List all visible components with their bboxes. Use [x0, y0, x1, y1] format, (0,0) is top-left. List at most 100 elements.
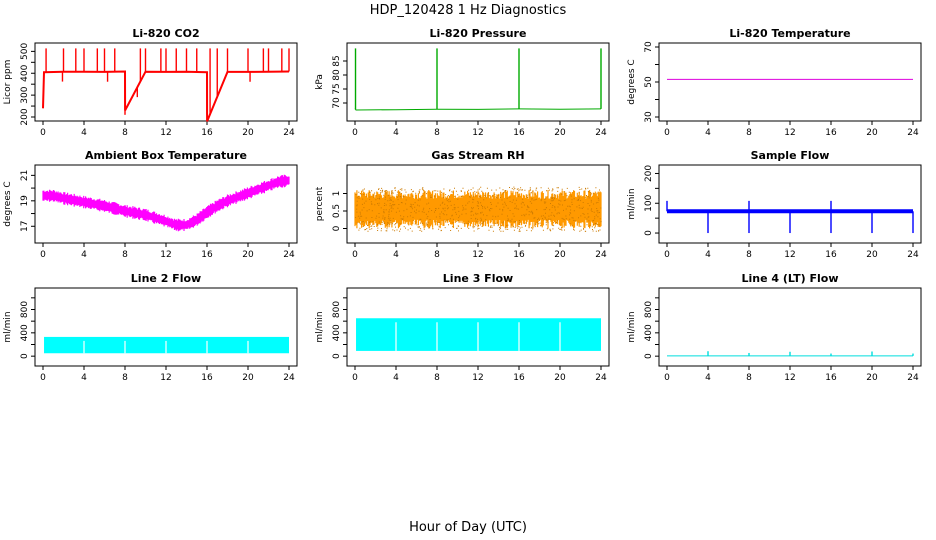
x-tick-label: 0 [352, 128, 358, 138]
panel-6: Sample Flow ml/min 0 4 8 12 16 20 24 0 100 200 [627, 149, 922, 260]
x-tick-label: 20 [866, 128, 878, 138]
y-tick-label: 1 [332, 191, 342, 197]
x-tick-label: 0 [664, 250, 670, 260]
panel-title: Line 4 (LT) Flow [742, 272, 839, 285]
y-tick-label: 70 [644, 41, 654, 53]
x-tick-label: 8 [434, 128, 440, 138]
y-tick-label: 400 [332, 324, 342, 341]
x-tick-label: 24 [907, 128, 919, 138]
x-tick-label: 8 [746, 250, 752, 260]
x-tick-label: 8 [746, 128, 752, 138]
panel-title: Li-820 Temperature [729, 27, 850, 40]
x-tick-label: 4 [705, 128, 711, 138]
panel-4: Ambient Box Temperature degrees C 0 4 8 12 16 2… [3, 149, 298, 260]
x-tick-label: 24 [283, 373, 295, 383]
panel-1: Li-820 CO2 Licor ppm 0 4 8 12 16 20 24 200 300 400 5… [3, 27, 298, 138]
y-tick-label: 0.5 [332, 204, 342, 218]
series-points [355, 186, 602, 232]
y-tick-label: 30 [644, 111, 654, 123]
x-tick-label: 0 [40, 250, 46, 260]
y-tick-label: 300 [20, 86, 30, 103]
x-tick-label: 16 [513, 250, 525, 260]
x-tick-label: 4 [81, 128, 87, 138]
x-tick-label: 8 [434, 373, 440, 383]
y-tick-label: 400 [20, 64, 30, 81]
y-tick-label: 200 [644, 165, 654, 182]
y-tick-label: 800 [20, 301, 30, 318]
panel-5: Gas Stream RH percent 0 4 8 12 16 20 24 0 0.5 1 [315, 149, 610, 260]
x-tick-label: 0 [352, 250, 358, 260]
y-tick-label: 800 [332, 301, 342, 318]
panel-3: Li-820 Temperature degrees C 0 4 8 12 16 20 24 30… [627, 27, 922, 138]
x-tick-label: 0 [664, 128, 670, 138]
y-axis-label: percent [315, 186, 325, 221]
x-tick-label: 12 [784, 373, 795, 383]
x-tick-label: 20 [866, 250, 878, 260]
x-tick-label: 24 [907, 250, 919, 260]
plot-frame [34, 287, 298, 367]
panel-9: Line 4 (LT) Flow ml/min 0 4 8 12 16 20 24 0 400 800 [627, 272, 922, 383]
x-tick-label: 20 [554, 373, 566, 383]
y-axis-label: kPa [315, 74, 325, 90]
y-tick-label: 17 [20, 221, 30, 232]
x-tick-label: 4 [81, 250, 87, 260]
y-tick-label: 85 [332, 55, 342, 66]
x-tick-label: 4 [81, 373, 87, 383]
x-tick-label: 12 [472, 250, 483, 260]
series-line [42, 70, 290, 122]
y-tick-label: 19 [20, 195, 30, 207]
panel-7: Line 2 Flow ml/min 0 4 8 12 16 20 24 0 400 800 [3, 272, 298, 383]
x-tick-label: 12 [472, 128, 483, 138]
x-tick-label: 20 [554, 250, 566, 260]
y-axis-label: ml/min [315, 311, 325, 342]
x-tick-label: 16 [513, 373, 525, 383]
y-axis-label: ml/min [627, 188, 637, 219]
x-tick-label: 12 [160, 250, 171, 260]
x-tick-label: 24 [595, 373, 607, 383]
series-band [354, 190, 602, 229]
y-tick-label: 75 [332, 83, 342, 94]
panel-title: Sample Flow [751, 149, 830, 162]
x-tick-label: 4 [705, 250, 711, 260]
x-tick-label: 16 [201, 250, 213, 260]
y-tick-label: 100 [644, 194, 654, 211]
x-tick-label: 4 [393, 250, 399, 260]
y-tick-label: 0 [332, 353, 342, 359]
x-tick-label: 20 [554, 128, 566, 138]
y-tick-label: 0 [644, 353, 654, 359]
x-tick-label: 16 [825, 250, 837, 260]
y-tick-label: 500 [20, 43, 30, 60]
y-tick-label: 80 [332, 69, 342, 81]
y-axis-label: ml/min [3, 311, 13, 342]
plot-frame [658, 42, 922, 122]
y-tick-label: 0 [644, 230, 654, 236]
y-axis-label: degrees C [627, 59, 637, 104]
x-tick-label: 20 [242, 250, 254, 260]
y-tick-label: 70 [332, 97, 342, 109]
y-tick-label: 800 [644, 301, 654, 318]
y-tick-label: 0 [20, 353, 30, 359]
x-tick-label: 12 [160, 373, 171, 383]
panel-8: Line 3 Flow ml/min 0 4 8 12 16 20 24 0 400 800 [315, 272, 610, 383]
x-tick-label: 4 [393, 128, 399, 138]
x-tick-label: 0 [664, 373, 670, 383]
x-tick-label: 16 [201, 373, 213, 383]
x-tick-label: 12 [160, 128, 171, 138]
x-tick-label: 20 [242, 128, 254, 138]
panel-title: Ambient Box Temperature [85, 149, 247, 162]
x-tick-label: 16 [201, 128, 213, 138]
x-tick-label: 20 [242, 373, 254, 383]
x-tick-label: 12 [472, 373, 483, 383]
series-line [354, 108, 602, 111]
series-band [42, 174, 290, 232]
x-tick-label: 16 [825, 128, 837, 138]
y-tick-label: 50 [644, 76, 654, 88]
panel-title: Gas Stream RH [431, 149, 524, 162]
x-tick-label: 24 [283, 128, 295, 138]
y-axis-label: degrees C [3, 181, 13, 226]
x-tick-label: 24 [283, 250, 295, 260]
x-tick-label: 20 [866, 373, 878, 383]
panel-title: Li-820 Pressure [430, 27, 527, 40]
x-tick-label: 4 [705, 373, 711, 383]
